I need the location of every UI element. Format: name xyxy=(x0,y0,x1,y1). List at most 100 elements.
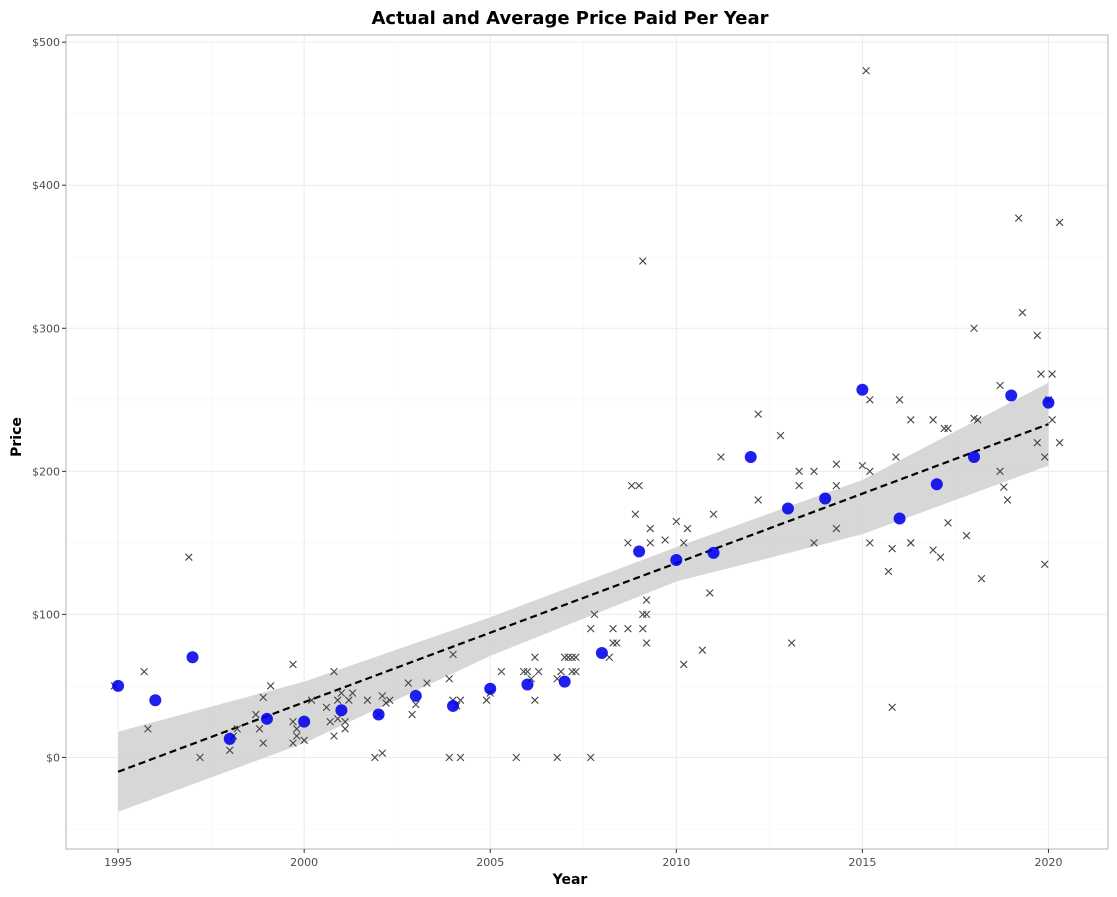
actual-price-point xyxy=(289,739,297,747)
actual-price-point xyxy=(683,524,692,533)
actual-price-point xyxy=(341,717,349,726)
actual-price-point xyxy=(936,553,945,561)
actual-price-point xyxy=(679,539,688,547)
average-price-point xyxy=(744,451,757,464)
actual-price-point xyxy=(519,667,528,676)
actual-price-point xyxy=(412,700,420,709)
actual-price-point xyxy=(866,396,874,404)
actual-price-point xyxy=(345,696,353,705)
actual-price-point xyxy=(531,696,539,705)
actual-price-point xyxy=(906,539,915,547)
actual-price-point xyxy=(196,753,204,762)
actual-price-point xyxy=(590,610,599,619)
actual-price-point xyxy=(639,610,647,619)
actual-price-point xyxy=(531,653,539,662)
actual-price-point xyxy=(661,536,669,544)
actual-price-point xyxy=(754,496,762,504)
actual-price-point xyxy=(609,639,617,647)
actual-price-point xyxy=(144,725,152,733)
actual-price-point xyxy=(1018,308,1027,317)
actual-price-point xyxy=(371,753,379,762)
actual-price-point xyxy=(698,646,707,654)
actual-price-point xyxy=(553,753,562,762)
actual-price-point xyxy=(445,674,454,683)
actual-price-point xyxy=(1033,331,1042,340)
actual-price-point xyxy=(456,753,465,762)
x-axis-title: Year xyxy=(552,872,588,888)
actual-price-point xyxy=(330,667,338,676)
actual-price-point xyxy=(326,717,335,726)
average-price-point xyxy=(930,478,943,491)
average-price-point xyxy=(409,689,422,702)
actual-price-point xyxy=(456,696,465,705)
actual-price-point xyxy=(810,539,818,547)
average-price-point xyxy=(186,651,199,664)
average-price-point xyxy=(260,712,273,725)
actual-price-point xyxy=(635,481,643,490)
average-price-point xyxy=(670,554,683,567)
y-axis-ticks: $0 $100 $200 $300 $400 $500 xyxy=(32,36,66,764)
actual-price-point xyxy=(1033,438,1042,447)
actual-price-point xyxy=(895,396,904,404)
actual-price-point xyxy=(1003,496,1012,504)
actual-price-point xyxy=(225,746,234,755)
actual-price-point xyxy=(292,732,301,740)
actual-price-point xyxy=(866,467,874,476)
actual-price-point xyxy=(233,725,241,733)
trend-line xyxy=(117,423,1049,773)
actual-price-point xyxy=(255,725,264,733)
actual-price-point xyxy=(639,257,647,265)
actual-price-point xyxy=(423,679,431,687)
average-price-point xyxy=(856,383,869,396)
actual-price-point xyxy=(252,710,260,719)
y-tick-label: $200 xyxy=(32,465,60,478)
actual-price-point xyxy=(534,667,543,676)
actual-price-point xyxy=(810,467,818,476)
actual-price-point xyxy=(642,639,651,647)
actual-price-point xyxy=(408,710,416,719)
actual-price-point xyxy=(970,324,978,333)
y-tick-label: $300 xyxy=(32,322,60,335)
actual-price-point xyxy=(1040,560,1049,569)
chart-title: Actual and Average Price Paid Per Year xyxy=(371,8,768,29)
actual-price-point xyxy=(754,410,762,418)
actual-price-point xyxy=(832,524,841,533)
y-tick-label: $500 xyxy=(32,36,60,49)
actual-price-point xyxy=(627,481,636,490)
average-price-point xyxy=(781,502,794,515)
actual-price-point xyxy=(973,416,982,424)
actual-price-point xyxy=(572,653,580,662)
actual-price-point xyxy=(795,481,803,490)
average-points-layer xyxy=(112,383,1055,745)
y-tick-label: $100 xyxy=(32,608,60,621)
x-tick-label: 2010 xyxy=(662,856,690,869)
actual-price-point xyxy=(482,696,491,705)
actual-points-layer xyxy=(110,66,1064,762)
actual-price-point xyxy=(642,596,651,604)
actual-price-point xyxy=(996,467,1004,476)
average-price-point xyxy=(1005,389,1018,402)
actual-price-point xyxy=(787,639,796,647)
actual-price-point xyxy=(1055,438,1064,447)
y-axis-title: Price xyxy=(9,417,25,457)
actual-price-point xyxy=(929,546,937,554)
average-price-point xyxy=(968,451,981,464)
actual-price-point xyxy=(977,574,986,583)
actual-price-point xyxy=(564,653,573,662)
actual-price-point xyxy=(1037,370,1045,378)
average-price-point xyxy=(223,732,236,745)
actual-price-point xyxy=(1048,370,1056,378)
actual-price-point xyxy=(560,653,569,662)
actual-price-point xyxy=(185,553,193,561)
actual-price-point xyxy=(557,667,565,676)
actual-price-point xyxy=(944,424,952,433)
actual-price-point xyxy=(679,660,688,669)
x-tick-label: 2000 xyxy=(290,856,318,869)
actual-price-point xyxy=(631,510,640,519)
x-axis-ticks: 1995 2000 2005 2010 2015 2020 xyxy=(104,849,1062,869)
average-price-point xyxy=(335,704,348,717)
actual-price-point xyxy=(646,524,655,533)
actual-price-point xyxy=(341,725,349,733)
average-price-point xyxy=(595,647,608,660)
